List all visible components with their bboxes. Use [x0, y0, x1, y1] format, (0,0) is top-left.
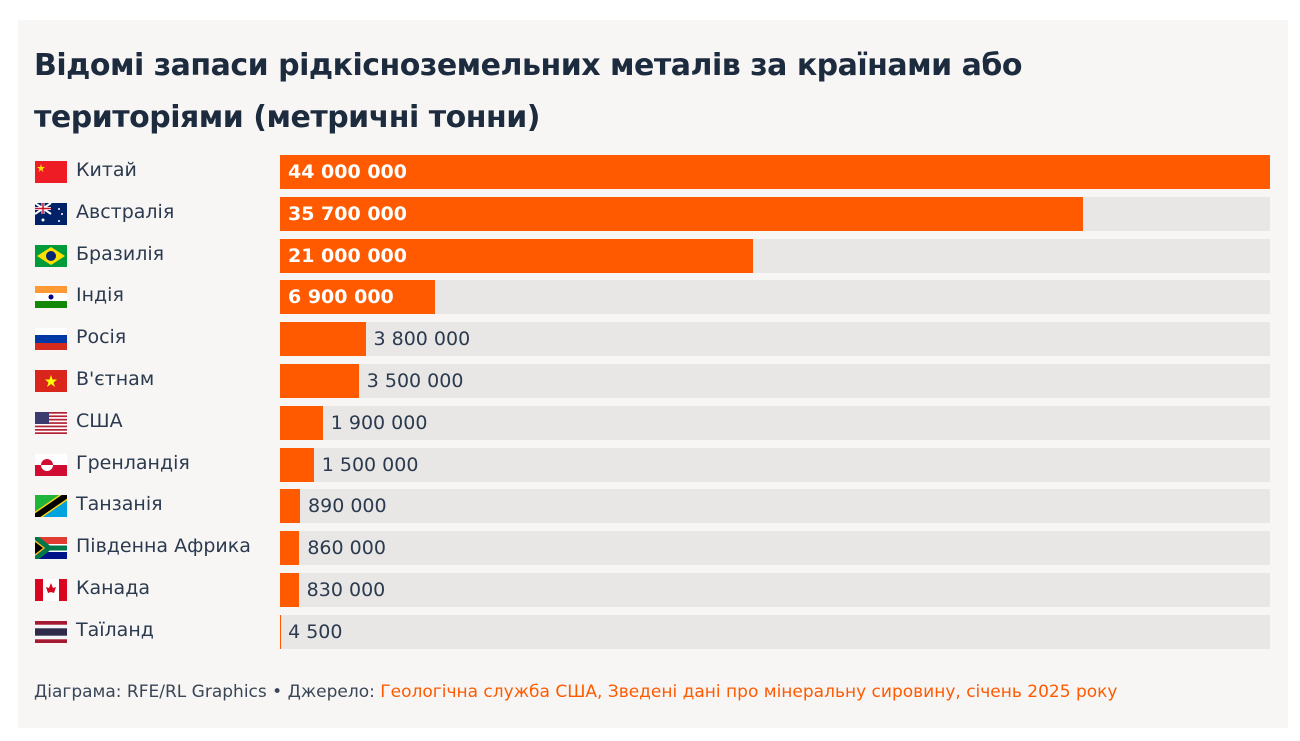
- category-label: США: [76, 409, 123, 432]
- bar-track: 890 000: [280, 489, 1270, 524]
- category-label: Гренландія: [76, 451, 190, 474]
- footer: Діаграма: RFE/RL Graphics • Джерело: Гео…: [34, 682, 1118, 702]
- bar-row: Таїланд 4 500: [18, 614, 1288, 649]
- bar-track: 3 500 000: [280, 364, 1270, 398]
- bar-row: Австралія 35 700 000: [18, 196, 1288, 231]
- usa-flag-icon: [35, 411, 67, 434]
- brazil-flag-icon: [35, 244, 67, 267]
- bar: [280, 238, 753, 273]
- bar: [280, 405, 323, 440]
- value-label: 1 500 000: [321, 453, 419, 476]
- value-label: 1 900 000: [330, 411, 428, 434]
- bar-track: 35 700 000: [280, 196, 1270, 231]
- bar-track: 4 500: [280, 614, 1270, 649]
- bar-row: Бразилія 21 000 000: [18, 238, 1288, 273]
- category-label: Китай: [76, 159, 137, 181]
- value-label: 6 900 000: [288, 286, 394, 309]
- china-flag-icon: [35, 161, 67, 183]
- category-label: В'єтнам: [76, 368, 155, 390]
- bar: [280, 447, 314, 482]
- bar-row: Китай 44 000 000: [18, 155, 1288, 189]
- chart-card: Відомі запаси рідкісноземельних металів …: [18, 20, 1288, 728]
- bar-track: 21 000 000: [280, 238, 1270, 273]
- bar: [280, 196, 1084, 231]
- bar: [280, 364, 359, 398]
- bar-track: 860 000: [280, 531, 1270, 566]
- value-label: 860 000: [307, 537, 386, 560]
- bar-row: США 1 900 000: [18, 405, 1288, 440]
- bar-track: 44 000 000: [280, 155, 1270, 189]
- tanzania-flag-icon: [35, 495, 67, 518]
- value-label: 890 000: [308, 495, 387, 518]
- bar: [280, 155, 1270, 189]
- vietnam-flag-icon: [35, 370, 67, 392]
- bar-track: 1 900 000: [280, 405, 1270, 440]
- bar: [280, 280, 436, 315]
- credit-text: Діаграма: RFE/RL Graphics • Джерело:: [34, 682, 381, 702]
- bar-track: 830 000: [280, 573, 1270, 607]
- category-label: Таїланд: [76, 618, 154, 641]
- category-label: Австралія: [76, 200, 175, 223]
- bar-track: 6 900 000: [280, 280, 1270, 315]
- value-label: 4 500: [288, 620, 343, 643]
- bar: [280, 489, 301, 524]
- category-label: Канада: [76, 577, 150, 599]
- bar-row: Гренландія 1 500 000: [18, 447, 1288, 482]
- greenland-flag-icon: [35, 453, 67, 476]
- value-label: 3 800 000: [373, 328, 471, 351]
- category-label: Танзанія: [76, 493, 163, 516]
- value-label: 44 000 000: [288, 161, 407, 183]
- bar: [280, 531, 300, 566]
- bar-row: Росія 3 800 000: [18, 322, 1288, 357]
- south-africa-flag-icon: [35, 537, 67, 560]
- source-link[interactable]: Геологічна служба США, Зведені дані про …: [380, 682, 1118, 702]
- category-label: Південна Африка: [76, 535, 251, 558]
- bar-row: Канада 830 000: [18, 573, 1288, 607]
- bar-row: Південна Африка 860 000: [18, 531, 1288, 566]
- australia-flag-icon: [35, 202, 67, 225]
- bar-track: 1 500 000: [280, 447, 1270, 482]
- canada-flag-icon: [35, 579, 67, 601]
- value-label: 830 000: [306, 579, 386, 601]
- category-label: Індія: [76, 284, 124, 307]
- category-label: Росія: [76, 326, 127, 349]
- bar-row: В'єтнам 3 500 000: [18, 364, 1288, 398]
- value-label: 21 000 000: [288, 244, 407, 267]
- bar-track: 3 800 000: [280, 322, 1270, 357]
- chart-title: Відомі запаси рідкісноземельних металів …: [34, 48, 1022, 135]
- bar: [280, 322, 366, 357]
- category-label: Бразилія: [76, 242, 165, 265]
- russia-flag-icon: [35, 328, 67, 351]
- bar: [280, 573, 299, 607]
- value-label: 35 700 000: [288, 202, 407, 225]
- bar-row: Танзанія 890 000: [18, 489, 1288, 524]
- thailand-flag-icon: [35, 620, 67, 643]
- bar-row: Індія 6 900 000: [18, 280, 1288, 315]
- value-label: 3 500 000: [366, 370, 464, 392]
- india-flag-icon: [35, 286, 67, 309]
